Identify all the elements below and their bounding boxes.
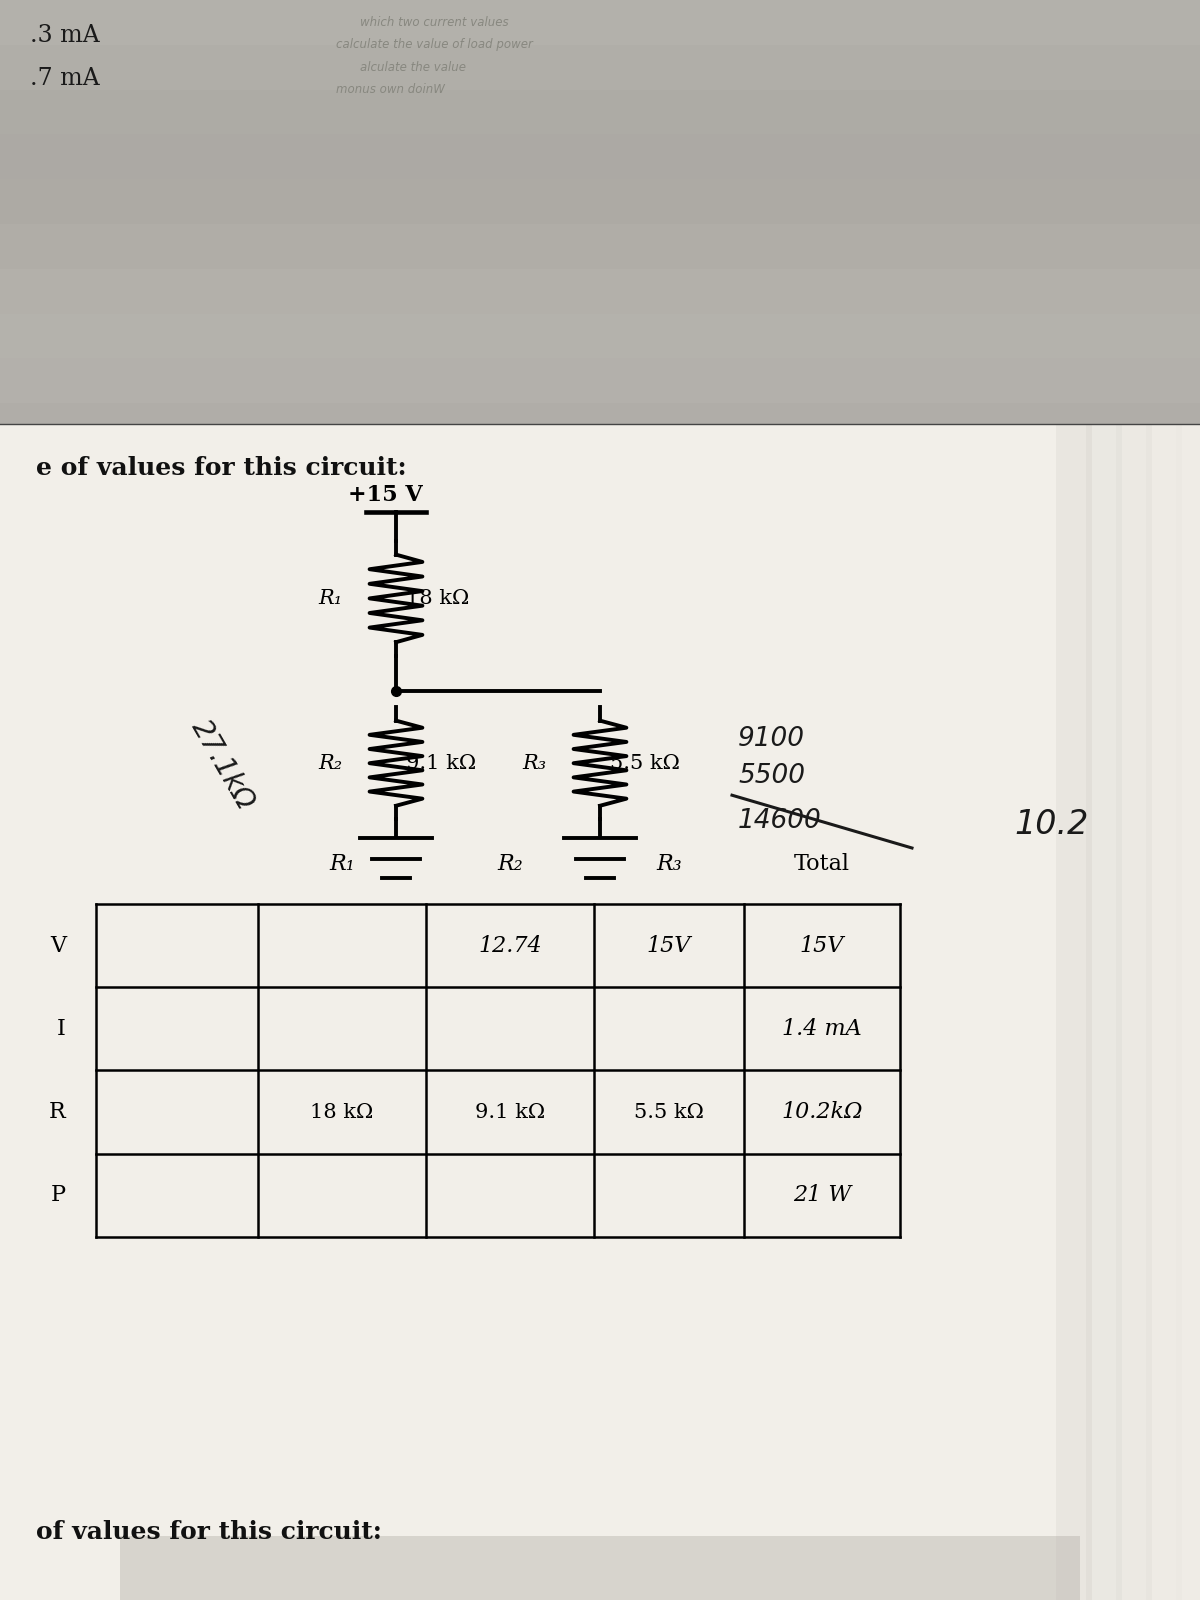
Text: 9100: 9100	[738, 726, 805, 752]
FancyBboxPatch shape	[0, 90, 1200, 134]
FancyBboxPatch shape	[0, 179, 1200, 224]
FancyBboxPatch shape	[0, 134, 1200, 179]
FancyBboxPatch shape	[0, 424, 1200, 1600]
FancyBboxPatch shape	[0, 314, 1200, 358]
FancyBboxPatch shape	[0, 0, 1200, 45]
Text: R₂: R₂	[497, 853, 523, 875]
Text: 1.4 mA: 1.4 mA	[782, 1018, 862, 1040]
Text: 5.5 kΩ: 5.5 kΩ	[610, 754, 679, 773]
Text: 15V: 15V	[800, 934, 844, 957]
Text: 18 kΩ: 18 kΩ	[311, 1102, 373, 1122]
FancyBboxPatch shape	[0, 224, 1200, 269]
Text: 10.2: 10.2	[1014, 808, 1088, 840]
Text: of values for this circuit:: of values for this circuit:	[36, 1520, 382, 1544]
Text: Total: Total	[794, 853, 850, 875]
Text: R₃: R₃	[522, 754, 546, 773]
Text: R₂: R₂	[318, 754, 342, 773]
Text: R: R	[49, 1101, 66, 1123]
FancyBboxPatch shape	[1056, 424, 1092, 1600]
Text: 9.1 kΩ: 9.1 kΩ	[406, 754, 475, 773]
Text: monus own doinW: monus own doinW	[336, 83, 445, 96]
Text: 18 kΩ: 18 kΩ	[406, 589, 469, 608]
Text: R₁: R₁	[318, 589, 342, 608]
Text: .3 mA: .3 mA	[30, 24, 100, 46]
Text: +15 V: +15 V	[348, 483, 422, 506]
Text: .7 mA: .7 mA	[30, 67, 100, 90]
FancyBboxPatch shape	[0, 358, 1200, 403]
Text: 10.2kΩ: 10.2kΩ	[781, 1101, 863, 1123]
Text: 27.1kΩ: 27.1kΩ	[186, 715, 260, 814]
FancyBboxPatch shape	[0, 0, 1200, 448]
FancyBboxPatch shape	[1116, 424, 1152, 1600]
Text: 9.1 kΩ: 9.1 kΩ	[475, 1102, 545, 1122]
Text: V: V	[50, 934, 66, 957]
Text: 12.74: 12.74	[478, 934, 542, 957]
Text: 14600: 14600	[738, 808, 822, 834]
Text: P: P	[50, 1184, 66, 1206]
Text: 15V: 15V	[647, 934, 691, 957]
FancyBboxPatch shape	[1086, 424, 1122, 1600]
Text: calculate the value of load power: calculate the value of load power	[336, 38, 533, 51]
Text: R₃: R₃	[656, 853, 682, 875]
FancyBboxPatch shape	[0, 45, 1200, 90]
FancyBboxPatch shape	[120, 1536, 1080, 1600]
Text: 5500: 5500	[738, 763, 805, 789]
Text: alculate the value: alculate the value	[360, 61, 466, 74]
FancyBboxPatch shape	[0, 269, 1200, 314]
Text: I: I	[58, 1018, 66, 1040]
Text: 21 W: 21 W	[793, 1184, 851, 1206]
Text: which two current values: which two current values	[360, 16, 509, 29]
Text: e of values for this circuit:: e of values for this circuit:	[36, 456, 407, 480]
Text: R₁: R₁	[329, 853, 355, 875]
Text: 5.5 kΩ: 5.5 kΩ	[634, 1102, 704, 1122]
FancyBboxPatch shape	[0, 403, 1200, 448]
